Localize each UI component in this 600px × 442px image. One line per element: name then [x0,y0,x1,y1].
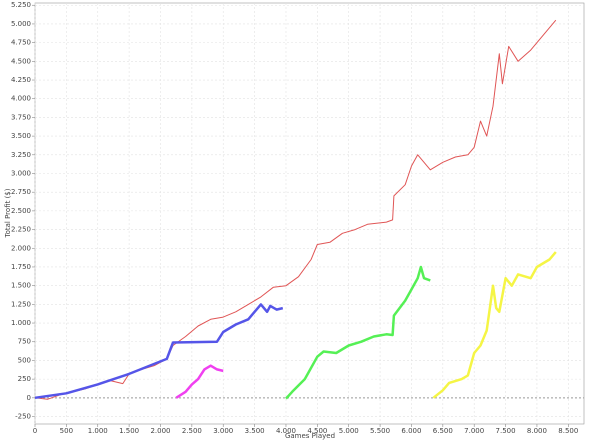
x-tick-label: 1.000 [88,427,108,435]
x-tick-label: 7.500 [496,427,516,435]
y-tick-label: 5.000 [11,20,31,28]
y-tick-label: 2.000 [11,244,31,252]
x-tick-label: 2.500 [182,427,202,435]
x-tick-label: 8.000 [527,427,547,435]
x-tick-label: 5.000 [339,427,359,435]
x-tick-label: 6.000 [401,427,421,435]
x-tick-label: 1.500 [119,427,139,435]
y-axis-label: Total Profit ($) [4,188,12,238]
y-tick-label: 5.250 [11,1,31,9]
x-tick-label: 4.500 [307,427,327,435]
y-tick-label: 3.500 [11,132,31,140]
x-tick-label: 0 [33,427,37,435]
y-tick-label: 1.750 [11,263,31,271]
y-tick-label: 4.750 [11,39,31,47]
y-tick-label: 0 [27,394,31,402]
series-line [175,364,224,399]
y-tick-label: 750 [18,338,31,346]
series-line [34,303,284,400]
y-tick-label: -250 [15,413,31,421]
y-tick-label: 4.000 [11,95,31,103]
x-tick-label: 4.000 [276,427,296,435]
y-tick-label: 3.250 [11,151,31,159]
x-tick-label: 2.000 [150,427,170,435]
x-tick-label: 7.000 [464,427,484,435]
series-line [432,251,557,399]
plot-area [34,2,585,425]
x-tick-label: 3.000 [213,427,233,435]
x-tick-label: 3.500 [245,427,265,435]
x-tick-label: 500 [60,427,73,435]
y-tick-label: 1.250 [11,300,31,308]
y-tick-label: 250 [18,375,31,383]
y-tick-label: 2.750 [11,188,31,196]
x-axis-label: Games Played [285,432,335,440]
series-line [285,265,431,400]
y-tick-label: 2.500 [11,207,31,215]
y-tick-label: 1.500 [11,282,31,290]
y-tick-label: 3.750 [11,113,31,121]
y-tick-label: 500 [18,356,31,364]
x-tick-label: 5.500 [370,427,390,435]
x-tick-label: 8.500 [558,427,578,435]
y-tick-label: 2.250 [11,226,31,234]
x-tick-label: 6.500 [433,427,453,435]
y-tick-label: 4.500 [11,57,31,65]
y-tick-label: 3.000 [11,169,31,177]
y-tick-label: 4.250 [11,76,31,84]
y-tick-label: 1.000 [11,319,31,327]
